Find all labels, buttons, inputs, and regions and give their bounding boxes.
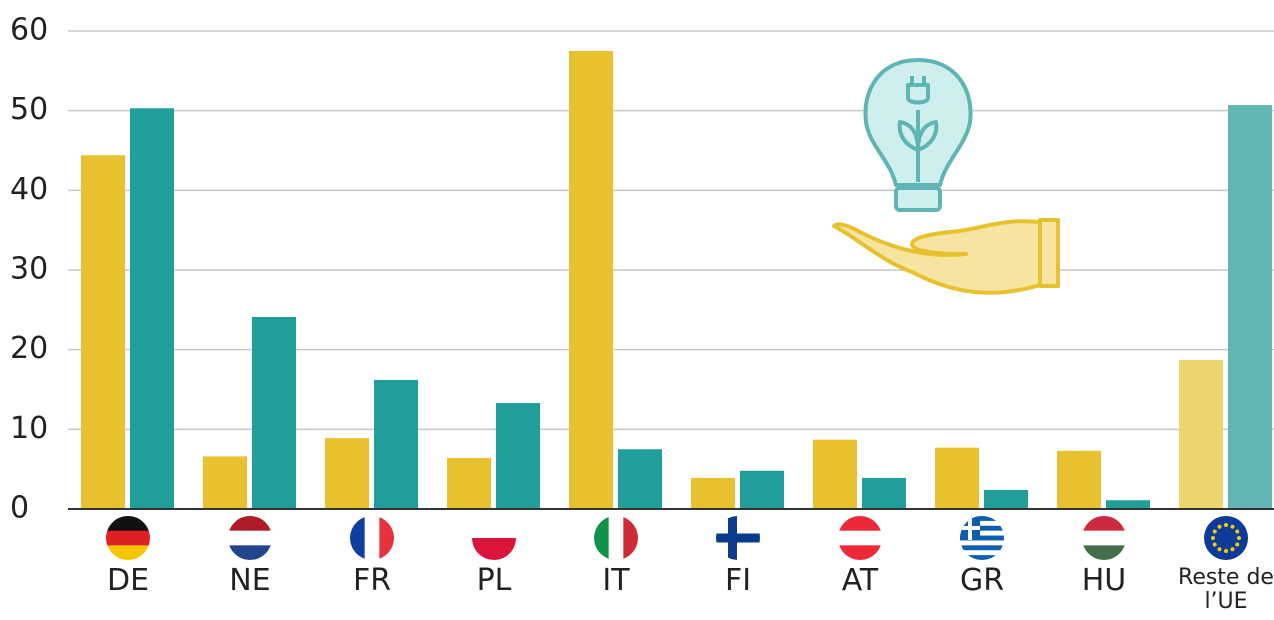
- y-tick-label: 40: [10, 172, 48, 207]
- stripe: [960, 540, 1004, 545]
- star: [1213, 543, 1217, 547]
- star: [1218, 525, 1222, 529]
- y-tick-label: 10: [10, 411, 48, 446]
- star: [1237, 536, 1241, 540]
- bar: [447, 458, 491, 509]
- stripe: [472, 516, 516, 539]
- y-tick-label: 20: [10, 331, 48, 366]
- star: [1235, 543, 1239, 547]
- bar: [252, 317, 296, 509]
- flag: [838, 516, 882, 561]
- stripe: [350, 516, 365, 560]
- stripe: [106, 545, 150, 560]
- bar: [1228, 105, 1272, 509]
- stripe: [379, 516, 394, 560]
- bar: [569, 51, 613, 509]
- bar: [691, 478, 735, 509]
- stripe: [960, 516, 1004, 521]
- plot: 0 10 20 30 40 50 60: [10, 13, 1274, 561]
- x-tick-label: AT: [805, 568, 915, 594]
- x-tick-label: IT: [561, 568, 671, 594]
- stripe: [228, 545, 272, 560]
- x-tick-label: DE: [73, 568, 183, 594]
- stripe: [106, 531, 150, 546]
- cross: [716, 534, 760, 543]
- stripe: [1204, 516, 1248, 561]
- star: [1224, 523, 1228, 527]
- x-tick-label: FR: [317, 568, 427, 594]
- stripe: [228, 531, 272, 546]
- stripe: [960, 545, 1004, 550]
- x-tick-label: GR: [927, 568, 1037, 594]
- stripe: [365, 516, 380, 560]
- stripe: [1082, 531, 1126, 546]
- bar: [862, 478, 906, 509]
- bar: [740, 471, 784, 509]
- stripe: [609, 516, 624, 560]
- stripe: [838, 516, 882, 531]
- stripe: [106, 516, 150, 531]
- stripe: [594, 516, 609, 560]
- star: [1224, 549, 1228, 553]
- stripe: [960, 555, 1004, 560]
- flag: [594, 516, 639, 560]
- bar: [618, 449, 662, 509]
- stripe: [1082, 516, 1126, 531]
- x-tick-label: HU: [1049, 568, 1159, 594]
- illustration: [834, 60, 1058, 293]
- bar: [81, 155, 125, 509]
- flag: [960, 516, 1004, 561]
- y-tick-label: 60: [10, 13, 48, 48]
- x-tick-label: PL: [439, 568, 549, 594]
- bar: [1106, 500, 1150, 509]
- flag: [472, 516, 516, 561]
- bar: [203, 456, 247, 509]
- x-tick-label: FI: [683, 568, 793, 594]
- bar: [130, 108, 174, 509]
- bar: [813, 440, 857, 509]
- stripe: [960, 550, 1004, 555]
- y-tick-label: 50: [10, 92, 48, 127]
- y-tick-label: 0: [10, 491, 29, 526]
- stripe: [623, 516, 638, 560]
- bar: [496, 403, 540, 509]
- star: [1213, 530, 1217, 534]
- bar: [1179, 360, 1223, 509]
- bar: [1057, 451, 1101, 509]
- flag: [1204, 516, 1248, 561]
- flag: [716, 516, 760, 561]
- chart: 0 10 20 30 40 50 60: [0, 0, 1274, 620]
- star: [1231, 547, 1235, 551]
- stripe: [838, 531, 882, 546]
- bar: [374, 380, 418, 509]
- chart-page: 0 10 20 30 40 50 60 DE NE FR PL IT FI AT GR HU Reste de…: [0, 0, 1274, 620]
- x-tick-label: Reste de l’UE: [1171, 566, 1274, 614]
- star: [1218, 547, 1222, 551]
- star: [1235, 530, 1239, 534]
- star: [1211, 536, 1215, 540]
- cross: [968, 516, 972, 540]
- stripe: [838, 545, 882, 560]
- flag: [228, 516, 272, 561]
- stripe: [472, 538, 516, 561]
- bar: [935, 448, 979, 509]
- bar: [325, 438, 369, 509]
- x-tick-label: NE: [195, 568, 305, 594]
- stripe: [228, 516, 272, 531]
- stripe: [1082, 545, 1126, 560]
- flag: [106, 516, 150, 561]
- y-tick-label: 30: [10, 252, 48, 287]
- bar: [984, 490, 1028, 509]
- flag: [1082, 516, 1126, 561]
- star: [1231, 525, 1235, 529]
- flag: [350, 516, 395, 560]
